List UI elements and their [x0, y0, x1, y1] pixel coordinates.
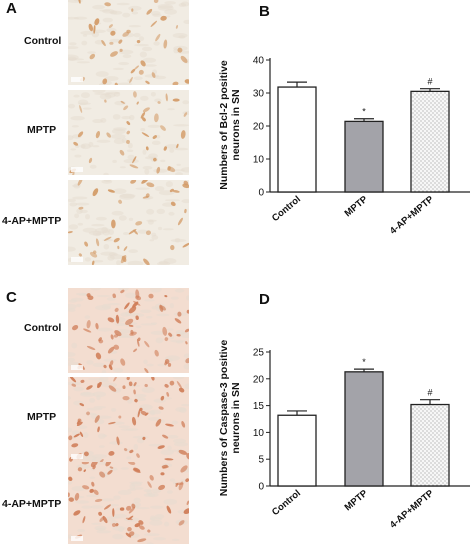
y-tick-label: 20 [253, 122, 265, 133]
micrograph-bcl2-control [68, 0, 189, 85]
micrograph-bcl2-mptp [68, 90, 189, 175]
panel-letter-b: B [259, 3, 270, 20]
panel-letter-c: C [6, 289, 17, 306]
y-tick-label: 15 [253, 401, 265, 412]
y-tick-label: 20 [253, 374, 265, 385]
y-tick-label: 30 [253, 89, 265, 100]
micrograph-bcl2-4ap-mptp [68, 180, 189, 265]
row-label-4ap-mptp-a: 4-AP+MPTP [2, 215, 62, 227]
x-tick-label: 4-AP+MPTP [388, 193, 437, 236]
bar-control [277, 86, 317, 193]
row-label-control-c: Control [24, 322, 62, 334]
y-axis-label: neurons in SN [230, 382, 242, 453]
row-label-mptp-a: MPTP [27, 124, 57, 136]
significance-marker: # [427, 388, 432, 398]
y-tick-label: 0 [258, 188, 264, 199]
bar-mptp [344, 120, 384, 193]
bar-4-ap-mptp [410, 403, 450, 487]
y-tick-label: 10 [253, 155, 265, 166]
bar-control [277, 414, 317, 487]
y-tick-label: 40 [253, 56, 265, 67]
x-tick-label: MPTP [343, 193, 371, 219]
y-axis-label: Numbers of Bcl-2 positive [218, 60, 230, 190]
bar-mptp [344, 371, 384, 487]
bar-4-ap-mptp [410, 90, 450, 193]
row-label-control-a: Control [24, 35, 62, 47]
x-tick-label: 4-AP+MPTP [388, 487, 437, 530]
panel-letter-a: A [6, 0, 17, 17]
x-tick-label: Control [270, 194, 303, 224]
y-tick-label: 5 [258, 455, 264, 466]
significance-marker: * [362, 107, 366, 117]
row-label-mptp-c: MPTP [27, 411, 57, 423]
y-tick-label: 25 [253, 348, 265, 359]
micrograph-caspase3-mptp [68, 377, 189, 462]
y-tick-label: 0 [258, 482, 264, 493]
row-label-4ap-mptp-c: 4-AP+MPTP [2, 498, 62, 510]
micrograph-caspase3-control [68, 288, 189, 373]
significance-marker: * [362, 357, 366, 367]
significance-marker: # [427, 77, 432, 87]
y-axis-label: neurons in SN [230, 89, 242, 160]
micrograph-caspase3-4ap-mptp [68, 462, 189, 547]
x-tick-label: Control [270, 488, 303, 518]
y-axis-label: Numbers of Caspase-3 positive [218, 340, 230, 497]
x-tick-label: MPTP [343, 487, 371, 513]
panel-letter-d: D [259, 291, 270, 308]
y-tick-label: 10 [253, 428, 265, 439]
